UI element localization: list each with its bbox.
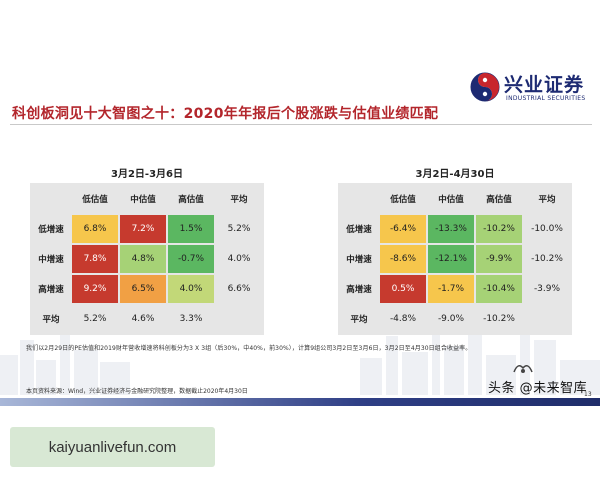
data-source-note: 本页资料来源：Wind，兴业证券经济与金融研究院整理，数据截止2020年4月30… xyxy=(26,388,248,395)
value-cell: 7.2% xyxy=(120,215,166,243)
header-cell xyxy=(32,185,70,213)
table-row: 高增速 9.2% 6.5% 4.0% 6.6% xyxy=(32,275,262,303)
title-divider xyxy=(10,124,592,125)
value-cell: 5.2% xyxy=(72,305,118,333)
slide: 兴业证券 INDUSTRIAL SECURITIES 科创板洞见十大智图之十：2… xyxy=(0,68,600,406)
value-cell: 9.2% xyxy=(72,275,118,303)
page-number: 13 xyxy=(584,391,592,398)
methodology-footnote: 我们以2月29日的PE估值和2019财年营收增速将科创板分为3 X 3组（后30… xyxy=(26,345,472,352)
header-cell: 高估值 xyxy=(168,185,214,213)
brand-logo: 兴业证券 INDUSTRIAL SECURITIES xyxy=(470,68,595,110)
value-cell: 4.0% xyxy=(168,275,214,303)
header-cell: 高估值 xyxy=(476,185,522,213)
table-row: 中增速 7.8% 4.8% -0.7% 4.0% xyxy=(32,245,262,273)
watermark-logo-icon xyxy=(513,365,533,373)
value-cell xyxy=(216,305,262,333)
value-cell xyxy=(524,305,570,333)
value-cell: -13.3% xyxy=(428,215,474,243)
left-period-label: 3月2日-3月6日 xyxy=(111,169,183,180)
value-cell: 5.2% xyxy=(216,215,262,243)
city-skyline-watermark xyxy=(0,310,600,395)
value-cell: -10.2% xyxy=(476,215,522,243)
value-cell: -12.1% xyxy=(428,245,474,273)
header-cell: 平均 xyxy=(216,185,262,213)
value-cell: -10.2% xyxy=(476,305,522,333)
header-cell: 低估值 xyxy=(380,185,426,213)
header-cell: 中估值 xyxy=(120,185,166,213)
value-cell: 3.3% xyxy=(168,305,214,333)
row-header: 高增速 xyxy=(340,275,378,303)
right-period-label: 3月2日-4月30日 xyxy=(415,169,495,180)
value-cell: -9.0% xyxy=(428,305,474,333)
left-matrix-table: 低估值 中估值 高估值 平均 低增速 6.8% 7.2% 1.5% 5.2% 中… xyxy=(30,183,264,335)
header-cell: 中估值 xyxy=(428,185,474,213)
value-cell: 1.5% xyxy=(168,215,214,243)
table-row: 平均 -4.8% -9.0% -10.2% xyxy=(340,305,570,333)
table-row: 低增速 6.8% 7.2% 1.5% 5.2% xyxy=(32,215,262,243)
row-header: 低增速 xyxy=(340,215,378,243)
row-header: 低增速 xyxy=(32,215,70,243)
brand-name-cn: 兴业证券 xyxy=(504,74,585,96)
table-row: 平均 5.2% 4.6% 3.3% xyxy=(32,305,262,333)
slide-title: 科创板洞见十大智图之十：2020年年报后个股涨跌与估值业绩匹配 xyxy=(12,106,439,122)
table-row: 中增速 -8.6% -12.1% -9.9% -10.2% xyxy=(340,245,570,273)
row-header: 中增速 xyxy=(32,245,70,273)
value-cell: -1.7% xyxy=(428,275,474,303)
footer-band xyxy=(0,398,600,406)
value-cell: -3.9% xyxy=(524,275,570,303)
right-matrix-table: 低估值 中估值 高估值 平均 低增速 -6.4% -13.3% -10.2% -… xyxy=(338,183,572,335)
value-cell: 6.8% xyxy=(72,215,118,243)
value-cell: -10.0% xyxy=(524,215,570,243)
value-cell: 4.0% xyxy=(216,245,262,273)
row-header: 平均 xyxy=(340,305,378,333)
value-cell: -8.6% xyxy=(380,245,426,273)
header-cell: 平均 xyxy=(524,185,570,213)
row-header: 中增速 xyxy=(340,245,378,273)
value-cell: -4.8% xyxy=(380,305,426,333)
header-cell xyxy=(340,185,378,213)
row-header: 高增速 xyxy=(32,275,70,303)
row-header: 平均 xyxy=(32,305,70,333)
value-cell: -10.2% xyxy=(524,245,570,273)
brand-mark-icon xyxy=(470,72,500,102)
table-row: 低增速 -6.4% -13.3% -10.2% -10.0% xyxy=(340,215,570,243)
watermark-text: 头条 @未来智库 xyxy=(488,381,588,396)
value-cell: 4.8% xyxy=(120,245,166,273)
table-header-row: 低估值 中估值 高估值 平均 xyxy=(32,185,262,213)
header-cell: 低估值 xyxy=(72,185,118,213)
value-cell: 4.6% xyxy=(120,305,166,333)
value-cell: -6.4% xyxy=(380,215,426,243)
site-label: kaiyuanlivefun.com xyxy=(10,427,215,467)
value-cell: -10.4% xyxy=(476,275,522,303)
table-row: 高增速 0.5% -1.7% -10.4% -3.9% xyxy=(340,275,570,303)
value-cell: 6.5% xyxy=(120,275,166,303)
value-cell: -9.9% xyxy=(476,245,522,273)
value-cell: 0.5% xyxy=(380,275,426,303)
brand-name-en: INDUSTRIAL SECURITIES xyxy=(506,95,586,102)
value-cell: -0.7% xyxy=(168,245,214,273)
table-header-row: 低估值 中估值 高估值 平均 xyxy=(340,185,570,213)
value-cell: 6.6% xyxy=(216,275,262,303)
value-cell: 7.8% xyxy=(72,245,118,273)
